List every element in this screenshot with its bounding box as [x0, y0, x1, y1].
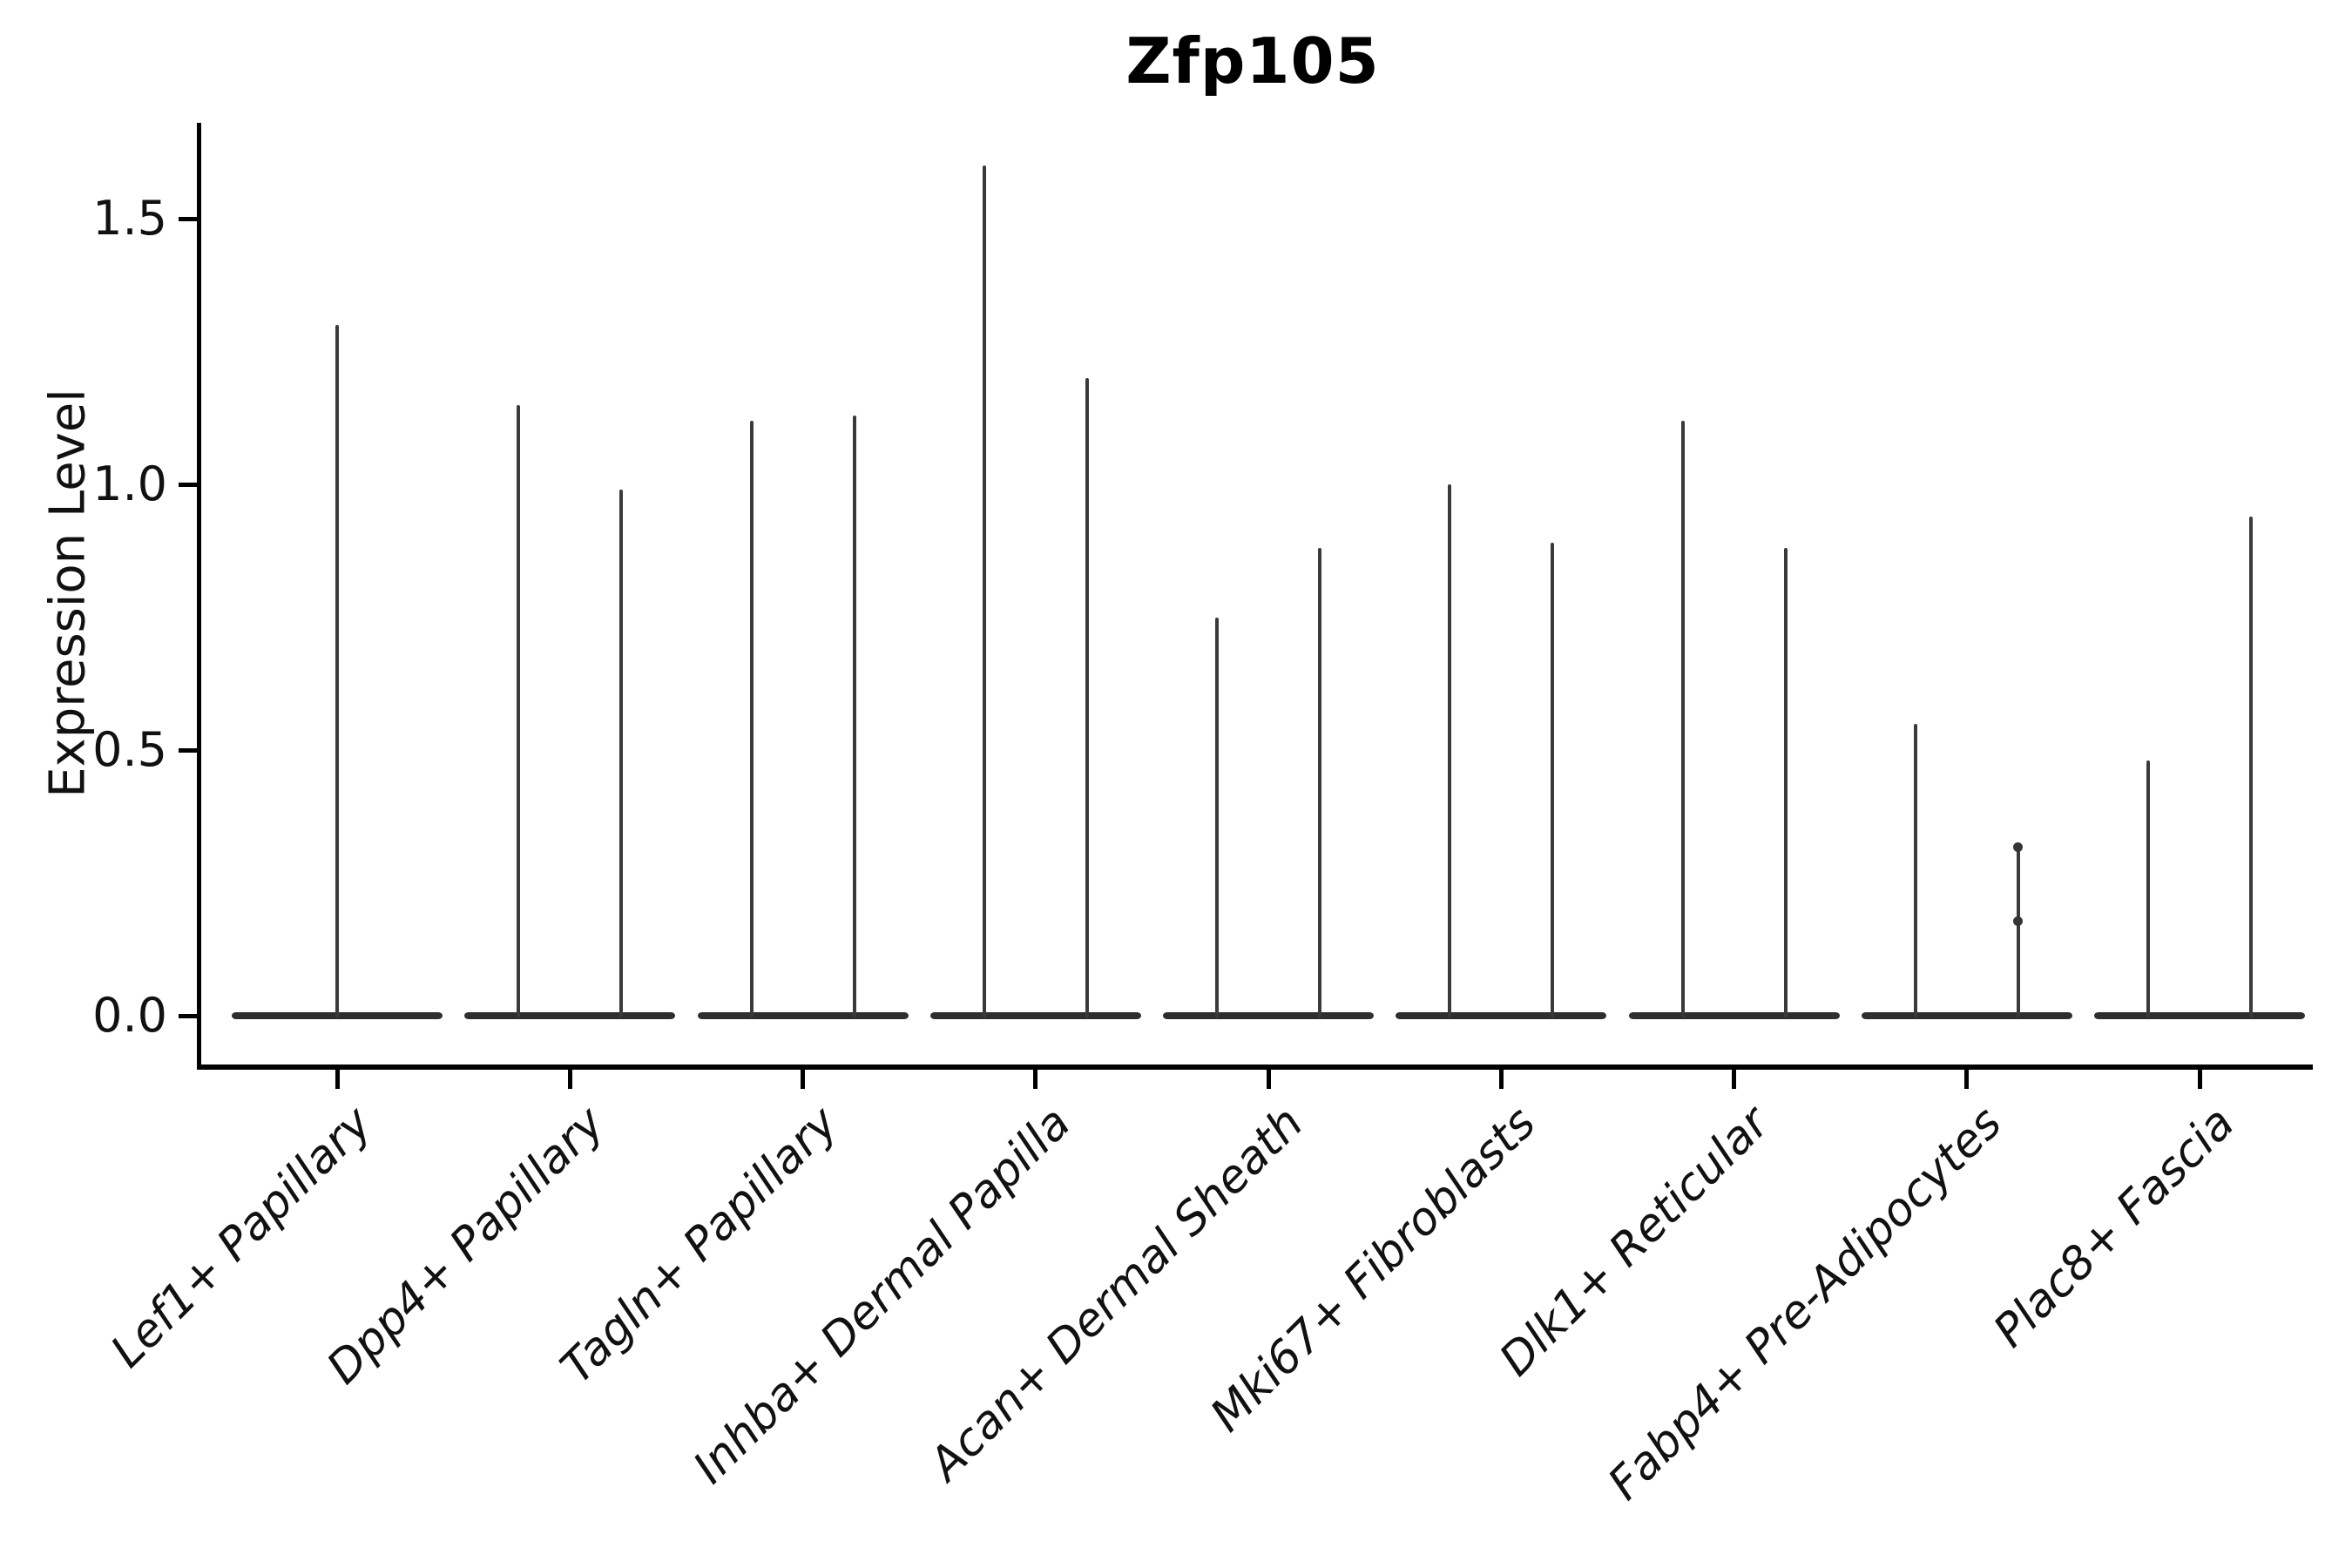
violin-base	[464, 1012, 676, 1019]
violin-spike	[2146, 760, 2150, 1017]
violin-spike	[982, 166, 986, 1017]
x-axis-category-label: Inhba+ Dermal Papilla	[683, 1097, 1081, 1494]
violin-spike	[852, 415, 856, 1017]
x-axis-category-label: Plac8+ Fascia	[1984, 1097, 2245, 1358]
x-axis-tick	[1266, 1070, 1271, 1089]
violin-base	[1628, 1012, 1840, 1019]
x-axis-tick	[1732, 1070, 1736, 1089]
x-axis-category-label: Fabp4+ Pre-Adipocytes	[1598, 1097, 2012, 1511]
x-axis-tick	[1033, 1070, 1038, 1089]
violin-spike	[517, 404, 521, 1017]
violin-spike	[1783, 548, 1788, 1017]
violin-base	[2094, 1012, 2305, 1019]
violin-spike	[1913, 723, 1917, 1017]
violin-base	[1163, 1012, 1374, 1019]
violin-base	[929, 1012, 1141, 1019]
y-axis-tick	[179, 748, 197, 753]
y-axis-tick	[179, 483, 197, 487]
violin-spike	[1215, 617, 1219, 1017]
y-axis-tick-label: 1.0	[92, 456, 167, 511]
x-axis-tick	[2197, 1070, 2202, 1089]
x-axis-tick	[567, 1070, 572, 1089]
y-axis-tick	[179, 1014, 197, 1018]
violin-spike	[1448, 484, 1452, 1017]
violin-spike	[2016, 845, 2020, 1017]
violin-spike	[1551, 543, 1555, 1017]
x-axis-tick	[335, 1070, 340, 1089]
x-axis-category-label: Acan+ Dermal Sheath	[919, 1097, 1314, 1491]
violin-base	[697, 1012, 909, 1019]
violin-spike	[1680, 420, 1685, 1017]
violin-spike	[1318, 548, 1321, 1017]
y-axis-tick-label: 0.5	[92, 722, 167, 777]
violin-spike	[1085, 378, 1089, 1017]
violin-spike	[335, 325, 339, 1017]
x-axis-tick	[1498, 1070, 1504, 1089]
x-axis-tick	[1964, 1070, 1970, 1089]
x-axis-category-label: Lef1+ Papillary	[101, 1097, 382, 1378]
y-axis-tick-label: 0.0	[92, 988, 167, 1043]
violin-spike	[2249, 516, 2253, 1017]
chart-title: Zfp105	[1125, 24, 1380, 98]
violin-base	[1861, 1012, 2072, 1019]
violin-base	[1396, 1012, 1607, 1019]
plot-area	[197, 123, 2313, 1070]
violin-spike	[619, 490, 624, 1017]
x-axis-tick	[801, 1070, 805, 1089]
violin-spike	[749, 420, 754, 1017]
y-axis-tick-label: 1.5	[92, 191, 167, 246]
violin-density-bump	[2013, 841, 2024, 852]
y-axis-tick	[179, 217, 197, 221]
violin-density-bump	[2013, 916, 2024, 927]
